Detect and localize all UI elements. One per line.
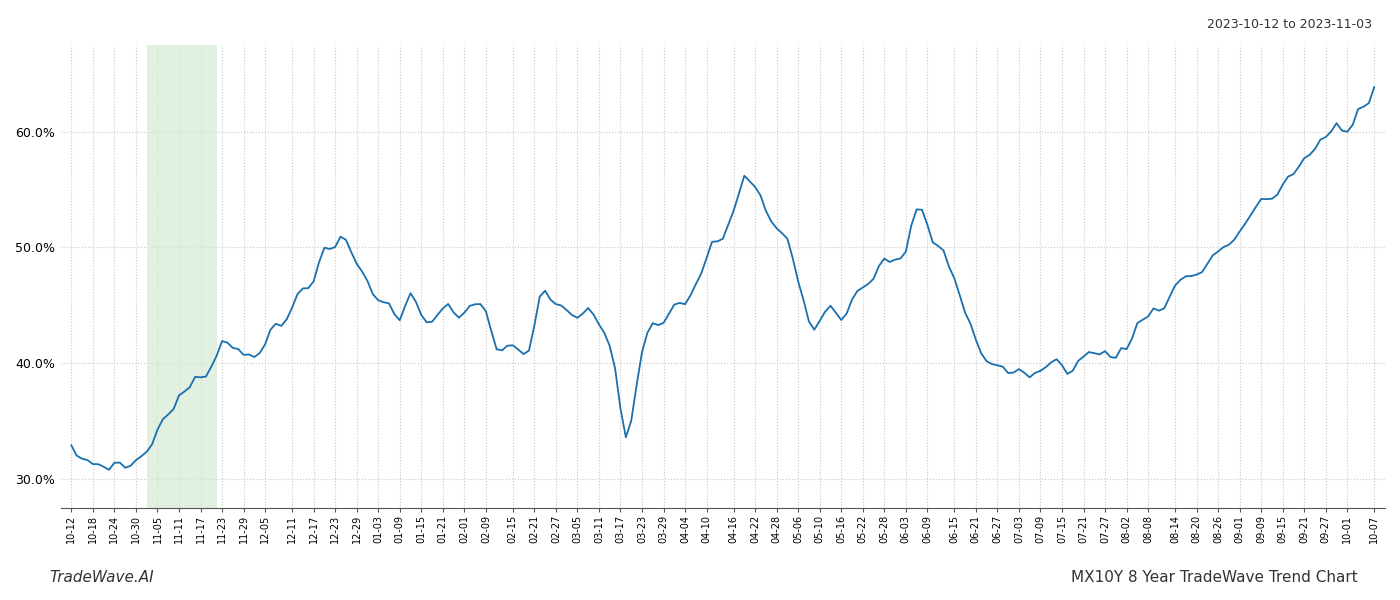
Text: MX10Y 8 Year TradeWave Trend Chart: MX10Y 8 Year TradeWave Trend Chart bbox=[1071, 570, 1358, 585]
Text: 2023-10-12 to 2023-11-03: 2023-10-12 to 2023-11-03 bbox=[1207, 18, 1372, 31]
Bar bbox=[147, 45, 217, 508]
Text: TradeWave.AI: TradeWave.AI bbox=[49, 570, 154, 585]
